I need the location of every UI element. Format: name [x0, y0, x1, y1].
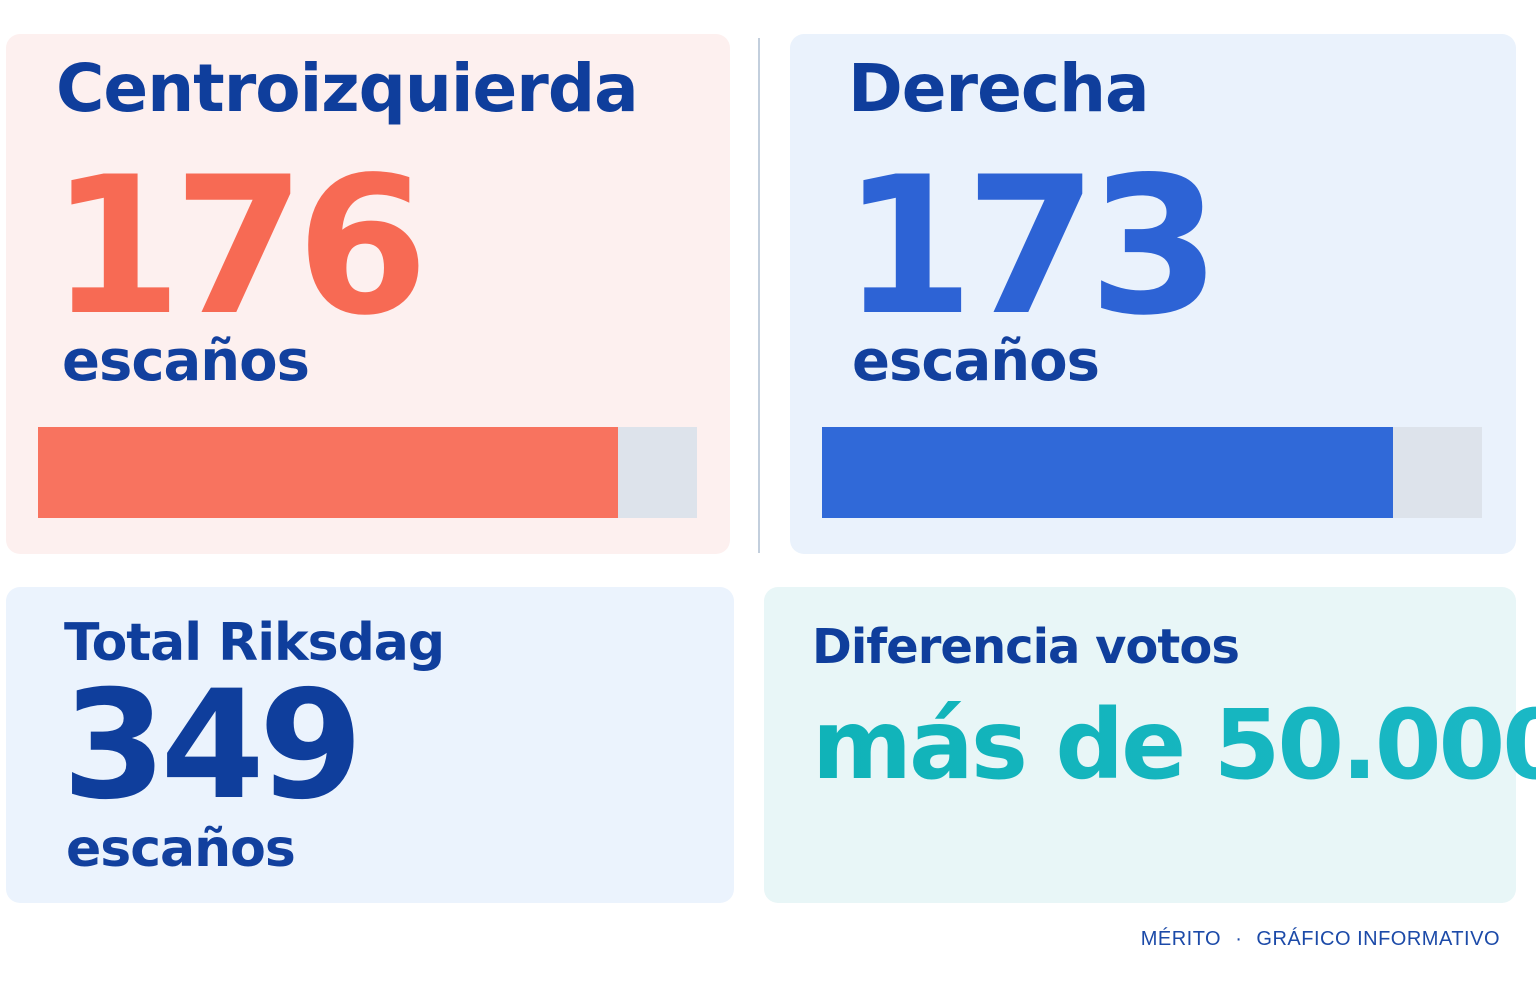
- footer-separator: ·: [1235, 928, 1243, 950]
- centroizquierda-bar: [38, 427, 618, 518]
- total-riksdag-unit: escaños: [66, 819, 296, 879]
- diferencia-votos-value: más de 50.000: [812, 697, 1536, 793]
- derecha-bar-track: [822, 427, 1482, 518]
- derecha-title: Derecha: [848, 50, 1150, 127]
- centroizquierda-seats-number: 176: [50, 136, 429, 357]
- diferencia-votos-card: Diferencia votos más de 50.000: [764, 587, 1536, 903]
- total-riksdag-card: Total Riksdag 349 escaños: [6, 587, 734, 903]
- total-riksdag-title: Total Riksdag: [64, 613, 445, 673]
- diferencia-votos-title: Diferencia votos: [812, 619, 1240, 675]
- vertical-divider: [758, 38, 760, 553]
- centroizquierda-bar-track: [38, 427, 697, 518]
- derecha-card: Derecha 173 escaños: [790, 34, 1516, 554]
- footer-credit: MÉRITO · GRÁFICO INFORMATIVO: [1141, 928, 1500, 951]
- derecha-bar: [822, 427, 1393, 518]
- footer-label: GRÁFICO INFORMATIVO: [1256, 928, 1500, 950]
- footer-brand: MÉRITO: [1140, 928, 1222, 950]
- derecha-seats-number: 173: [842, 136, 1221, 357]
- centroizquierda-title: Centroizquierda: [56, 50, 639, 127]
- centroizquierda-seats-unit: escaños: [62, 329, 310, 394]
- derecha-seats-unit: escaños: [852, 329, 1100, 394]
- centroizquierda-card: Centroizquierda 176 escaños: [6, 34, 730, 554]
- total-riksdag-number: 349: [62, 659, 363, 833]
